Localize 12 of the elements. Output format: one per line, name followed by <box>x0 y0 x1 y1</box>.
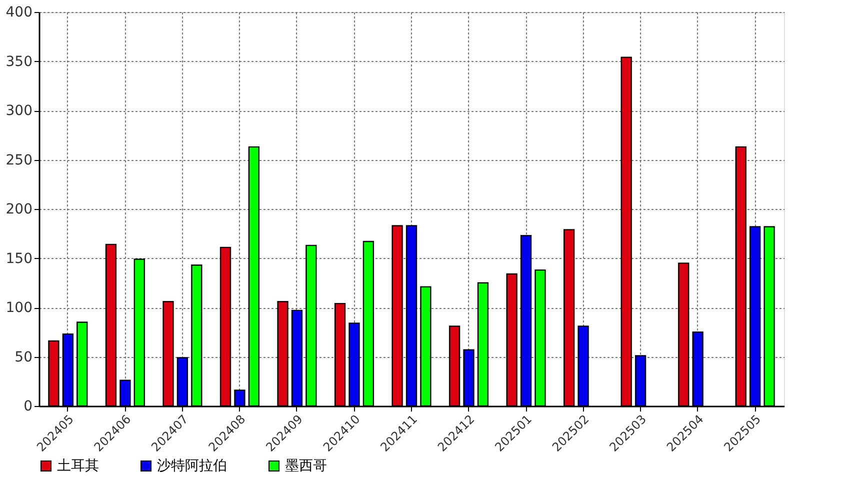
y-tick-label: 50 <box>14 349 32 366</box>
y-tick-label: 300 <box>6 103 32 119</box>
legend-label: 沙特阿拉伯 <box>157 458 227 474</box>
y-tick-label: 400 <box>6 4 32 20</box>
y-tick-label: 250 <box>6 152 32 168</box>
y-tick-label: 150 <box>6 250 32 267</box>
legend-label: 墨西哥 <box>285 458 327 474</box>
y-tick-label: 100 <box>6 300 32 316</box>
legend-label: 土耳其 <box>57 458 99 474</box>
y-tick-label: 200 <box>6 202 32 218</box>
y-tick-label: 0 <box>24 398 32 414</box>
y-tick-label: 350 <box>6 54 32 70</box>
